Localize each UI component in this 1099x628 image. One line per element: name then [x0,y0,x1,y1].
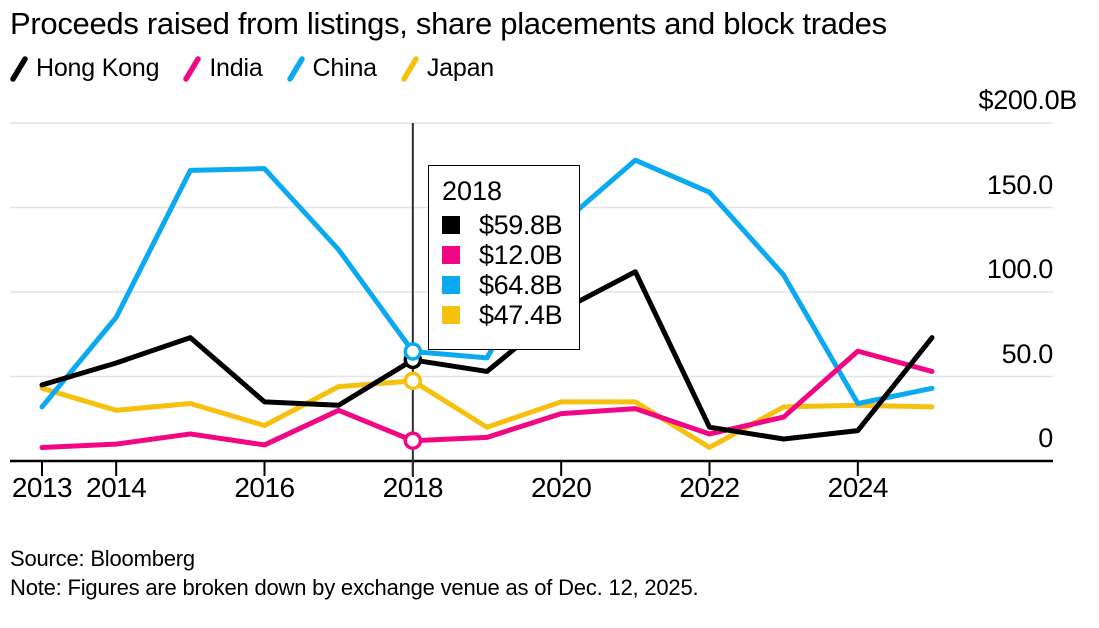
legend-item-india[interactable]: India [183,54,263,83]
tooltip-row-china: $64.8B [442,270,579,300]
tooltip-value: $47.4B [479,299,563,330]
series-color-swatch [442,246,460,264]
legend-slash-icon [401,55,419,82]
chart-legend: Hong Kong India China Japan [10,54,494,83]
x-axis-label: 2024 [827,472,889,503]
x-axis-label: 2018 [382,472,444,503]
series-color-swatch [442,306,460,324]
legend-label: Hong Kong [36,54,160,82]
line-india [39,348,935,450]
x-axis-label: 2014 [86,472,147,503]
y-axis-label: 150.0 [986,169,1053,200]
y-axis-label: 0 [1038,423,1053,453]
legend-slash-icon [286,55,305,82]
note-text: Note: Figures are broken down by exchang… [10,575,699,600]
legend-label: China [312,54,378,82]
page-title: Proceeds raised from listings, share pla… [10,6,887,41]
tooltip-value: $59.8B [479,209,563,240]
x-axis-label: 2016 [234,472,295,503]
x-axis-label: 2022 [679,472,740,503]
legend-slash-icon [183,55,202,82]
y-axis-label: 100.0 [986,254,1053,284]
hover-tooltip: 2018 $59.8B $12.0B $64.8B $47.4B [428,165,580,350]
x-axis-label: 2020 [531,472,592,503]
line-japan [39,378,935,450]
tooltip-row-japan: $47.4B [442,300,579,330]
series-color-swatch [442,216,460,234]
tooltip-year: 2018 [442,176,503,206]
x-axis-label: 2013 [11,472,73,503]
legend-item-china[interactable]: China [286,54,378,83]
y-axis-label: 50.0 [1001,338,1054,369]
tooltip-value: $64.8B [479,269,563,300]
tooltip-row-india: $12.0B [442,240,579,270]
tooltip-row-hong-kong: $59.8B [442,210,579,240]
line-hong-kong [39,269,935,442]
y-axis-label: $200.0B [978,85,1078,115]
marker-india [403,431,423,450]
legend-item-hong-kong[interactable]: Hong Kong [10,54,160,83]
marker-china [403,342,423,361]
marker-japan [403,371,423,391]
line-china [39,157,935,410]
legend-label: Japan [426,54,494,82]
source-text: Source: Bloomberg [10,546,195,571]
legend-item-japan[interactable]: Japan [401,54,494,83]
legend-slash-icon [10,55,28,82]
tooltip-value: $12.0B [479,239,563,270]
legend-label: India [209,54,263,82]
series-color-swatch [442,276,460,294]
